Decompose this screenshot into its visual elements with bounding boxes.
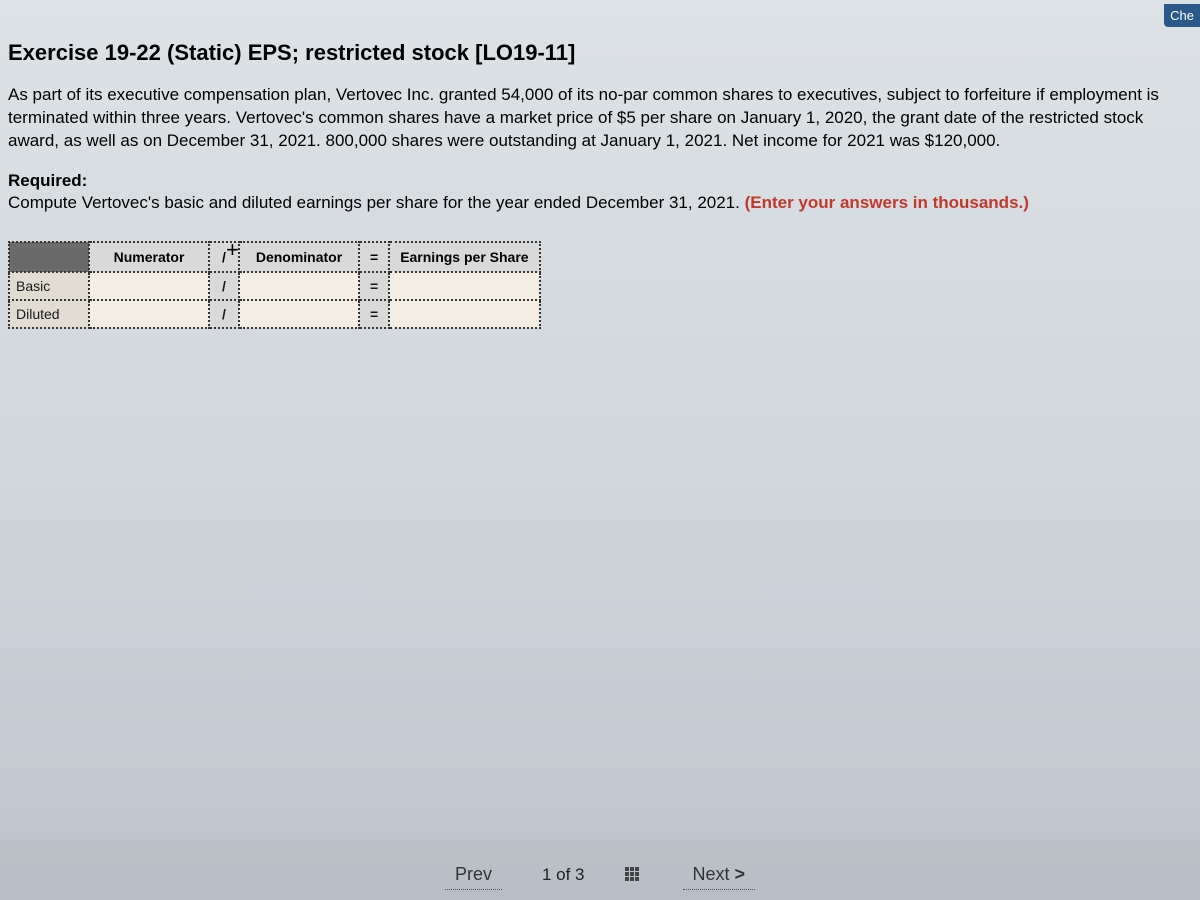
grid-icon[interactable] (625, 866, 643, 884)
basic-equals: = (359, 272, 389, 300)
required-instruction: Compute Vertovec's basic and diluted ear… (8, 193, 745, 212)
table-row: Diluted / = (9, 300, 540, 328)
required-text: Compute Vertovec's basic and diluted ear… (8, 193, 1192, 213)
row-label-basic: Basic (9, 272, 89, 300)
required-label: Required: (8, 171, 1192, 191)
basic-numerator-input[interactable] (89, 272, 209, 300)
header-equals: = (359, 242, 389, 272)
next-label: Next (693, 864, 730, 884)
basic-denominator-input[interactable] (239, 272, 359, 300)
eps-table: Numerator / Denominator = Earnings per S… (8, 241, 541, 329)
problem-body: As part of its executive compensation pl… (8, 84, 1168, 153)
page-indicator: 1 of 3 (542, 865, 585, 885)
diluted-divide: / (209, 300, 239, 328)
content-area: Che Exercise 19-22 (Static) EPS; restric… (0, 0, 1200, 840)
diluted-eps-output (389, 300, 539, 328)
header-eps: Earnings per Share (389, 242, 539, 272)
prev-button[interactable]: Prev (445, 860, 502, 890)
hint-text: (Enter your answers in thousands.) (745, 193, 1029, 212)
table-header-row: Numerator / Denominator = Earnings per S… (9, 242, 540, 272)
header-divide: / (209, 242, 239, 272)
diluted-equals: = (359, 300, 389, 328)
next-button[interactable]: Next > (683, 860, 756, 890)
diluted-denominator-input[interactable] (239, 300, 359, 328)
exercise-title: Exercise 19-22 (Static) EPS; restricted … (8, 40, 1192, 66)
basic-divide: / (209, 272, 239, 300)
chevron-right-icon: > (735, 864, 746, 884)
row-label-diluted: Diluted (9, 300, 89, 328)
table-row: Basic / = (9, 272, 540, 300)
blank-header (9, 242, 89, 272)
diluted-numerator-input[interactable] (89, 300, 209, 328)
required-block: Required: Compute Vertovec's basic and d… (8, 171, 1192, 213)
basic-eps-output (389, 272, 539, 300)
check-badge[interactable]: Che (1164, 4, 1200, 27)
bottom-nav: Prev 1 of 3 Next > (0, 860, 1200, 890)
header-denominator: Denominator (239, 242, 359, 272)
header-numerator: Numerator (89, 242, 209, 272)
